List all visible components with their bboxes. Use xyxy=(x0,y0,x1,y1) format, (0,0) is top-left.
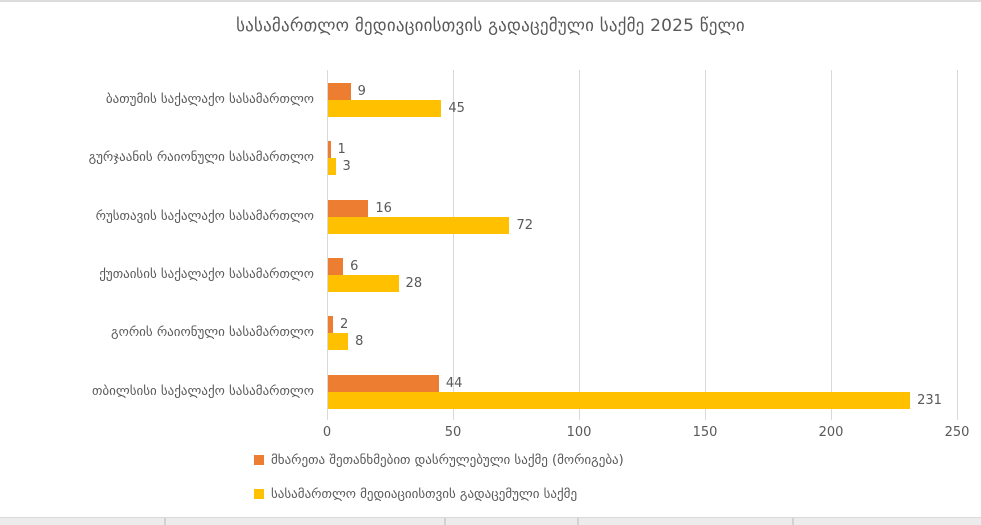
x-tick-label: 0 xyxy=(322,425,332,440)
x-tick-label: 250 xyxy=(944,425,970,440)
bar-value-label: 72 xyxy=(516,217,533,233)
bar-referred xyxy=(328,216,510,234)
category-label: თბილსისი საქალაქო სასამართლო xyxy=(92,383,314,399)
bar-referred xyxy=(328,100,442,117)
chart-title: სასამართლო მედიაციისთვის გადაცემული საქმ… xyxy=(236,16,745,36)
x-tick-label: 150 xyxy=(692,425,718,440)
bar-referred xyxy=(328,391,911,409)
worksheet-cell-separator xyxy=(444,518,446,525)
bar-value-label: 28 xyxy=(405,276,423,291)
category-label: რუსთავის საქალაქო სასამართლო xyxy=(95,208,314,224)
worksheet-row-strip xyxy=(0,517,981,525)
bar-settled xyxy=(328,199,369,217)
plot-area: 9 45 1 3 16 72 6 28 2 8 44 231 xyxy=(327,70,958,420)
gridline xyxy=(830,70,832,420)
bar-value-label: 16 xyxy=(375,200,392,216)
legend-label: მხარეთა შეთანხმებით დასრულებული საქმე (მ… xyxy=(271,452,624,468)
bar-referred xyxy=(328,275,399,292)
gridline xyxy=(956,70,958,420)
bar-settled xyxy=(328,374,439,392)
legend-swatch-settled xyxy=(254,455,264,465)
legend-entry: მხარეთა შეთანხმებით დასრულებული საქმე (მ… xyxy=(254,451,624,469)
legend-entry: სასამართლო მედიაციისთვის გადაცემული საქმ… xyxy=(254,485,577,503)
gridline xyxy=(578,70,580,420)
legend-label: სასამართლო მედიაციისთვის გადაცემული საქმ… xyxy=(271,486,578,502)
bar-value-label: 45 xyxy=(448,101,465,116)
bar-value-label: 231 xyxy=(917,392,942,408)
x-tick-label: 100 xyxy=(566,425,592,440)
x-tick-label: 200 xyxy=(818,425,844,440)
bar-value-label: 8 xyxy=(355,334,364,350)
category-label: ქუთაისის საქალაქო სასამართლო xyxy=(99,267,314,282)
gridline xyxy=(327,70,328,420)
bar-referred xyxy=(328,333,349,351)
worksheet-cell-separator xyxy=(164,518,166,525)
bar-settled xyxy=(328,258,344,275)
chart-top-border xyxy=(0,0,981,2)
category-label: გურჯაანის რაიონული სასამართლო xyxy=(88,150,314,166)
bar-value-label: 1 xyxy=(337,142,346,158)
category-label: ბათუმის საქალაქო სასამართლო xyxy=(105,92,314,107)
x-tick-label: 50 xyxy=(444,425,462,440)
bar-value-label: 2 xyxy=(340,317,349,333)
category-label: გორის რაიონული სასამართლო xyxy=(111,325,314,341)
bar-referred xyxy=(328,158,336,176)
gridline xyxy=(452,70,454,420)
legend-swatch-referred xyxy=(254,489,264,499)
worksheet-cell-separator xyxy=(792,518,794,525)
bar-settled xyxy=(328,316,334,334)
bar-value-label: 9 xyxy=(357,84,366,99)
worksheet-cell-separator xyxy=(577,518,579,525)
bar-value-label: 44 xyxy=(445,375,463,391)
gridline xyxy=(704,70,706,420)
bar-settled xyxy=(328,141,331,159)
bar-value-label: 3 xyxy=(342,159,351,175)
bar-value-label: 6 xyxy=(350,259,359,274)
bar-settled xyxy=(328,83,351,100)
